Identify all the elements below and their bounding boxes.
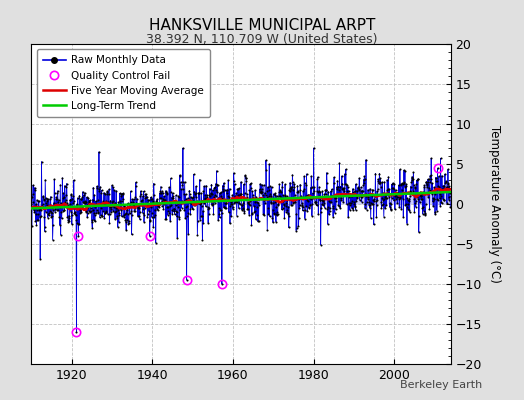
Text: Berkeley Earth: Berkeley Earth bbox=[400, 380, 482, 390]
Text: HANKSVILLE MUNICIPAL ARPT: HANKSVILLE MUNICIPAL ARPT bbox=[149, 18, 375, 33]
Text: 38.392 N, 110.709 W (United States): 38.392 N, 110.709 W (United States) bbox=[146, 33, 378, 46]
Legend: Raw Monthly Data, Quality Control Fail, Five Year Moving Average, Long-Term Tren: Raw Monthly Data, Quality Control Fail, … bbox=[37, 49, 210, 117]
Y-axis label: Temperature Anomaly (°C): Temperature Anomaly (°C) bbox=[488, 125, 501, 283]
